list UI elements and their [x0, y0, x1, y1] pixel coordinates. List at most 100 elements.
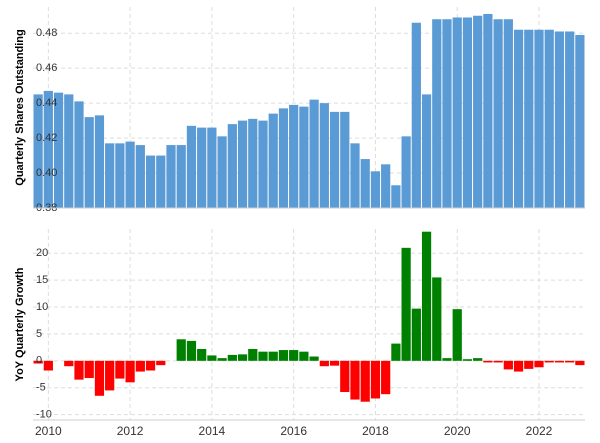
bar: [227, 124, 237, 208]
bar: [452, 309, 462, 361]
bar: [33, 360, 43, 364]
bar: [84, 360, 94, 379]
x-tick-label: 2010: [35, 424, 62, 438]
bar: [176, 339, 186, 361]
x-tick-label: 2014: [199, 424, 226, 438]
bar: [350, 360, 360, 400]
bar: [53, 92, 64, 208]
bar: [401, 247, 411, 361]
bar: [268, 351, 278, 361]
bar: [534, 29, 544, 208]
bar: [411, 22, 421, 208]
bar: [319, 103, 329, 208]
bar: [391, 185, 401, 208]
y-tick-label: 20: [36, 247, 48, 259]
bar: [462, 17, 473, 209]
bar: [207, 355, 217, 361]
bar: [156, 155, 166, 208]
x-tick-label: 2020: [444, 424, 471, 438]
bar: [452, 17, 462, 209]
bar: [145, 155, 156, 208]
bar: [115, 143, 125, 208]
bar: [186, 125, 197, 208]
bar: [503, 19, 513, 208]
y-axis-title: YoY Quarterly Growth: [14, 267, 26, 381]
bar: [370, 360, 381, 399]
bar: [309, 99, 319, 208]
bar: [329, 111, 340, 208]
y-tick-label: 15: [36, 274, 48, 286]
bar: [105, 143, 115, 208]
bar: [381, 360, 391, 395]
bar: [544, 360, 554, 363]
bar: [74, 101, 84, 208]
bar: [575, 34, 585, 209]
y-tick-label: 0.46: [36, 62, 57, 74]
bar: [524, 360, 534, 369]
bar: [145, 360, 156, 371]
bar: [278, 108, 289, 208]
bar: [197, 127, 207, 208]
bar: [33, 94, 43, 208]
bar: [197, 348, 207, 361]
bar: [299, 351, 309, 361]
y-tick-label: 0.40: [36, 167, 57, 179]
bar: [513, 360, 524, 372]
bar: [166, 145, 176, 208]
x-tick-label: 2012: [117, 424, 144, 438]
bar: [289, 104, 299, 208]
bar: [554, 360, 565, 363]
bar: [483, 360, 493, 363]
x-tick-label: 2022: [526, 424, 553, 438]
bar: [442, 358, 452, 361]
bar: [176, 145, 186, 208]
bar: [360, 159, 370, 208]
x-tick-label: 2018: [362, 424, 389, 438]
bar: [565, 360, 575, 363]
bar: [84, 117, 94, 208]
bar: [370, 171, 381, 208]
y-tick-label: 0.48: [36, 27, 57, 39]
y-tick-label: -10: [36, 409, 52, 421]
bar: [432, 19, 442, 208]
bar: [64, 94, 74, 208]
bar: [391, 343, 401, 361]
bar: [340, 111, 350, 208]
bar: [115, 360, 125, 379]
bar: [248, 118, 258, 208]
bar: [217, 358, 227, 361]
bar: [554, 31, 565, 209]
bar: [401, 136, 411, 208]
bar: [329, 360, 340, 366]
bar: [432, 277, 442, 361]
bar: [94, 360, 105, 396]
bar: [473, 358, 483, 361]
bar: [381, 164, 391, 208]
bar: [289, 350, 299, 361]
y-tick-label: 10: [36, 301, 48, 313]
bar: [227, 354, 237, 361]
bar: [64, 360, 74, 367]
bar: [268, 113, 278, 208]
bar: [105, 360, 115, 391]
bar: [135, 145, 145, 208]
x-tick-label: 2016: [280, 424, 307, 438]
bar: [156, 360, 166, 366]
bar: [544, 29, 554, 208]
bar: [421, 231, 432, 361]
bar: [575, 360, 585, 366]
bar: [309, 356, 319, 361]
y-tick-label: 0: [36, 355, 42, 367]
y-axis-title: Quarterly Shares Outstanding: [14, 29, 26, 185]
bar: [534, 360, 544, 368]
bar: [421, 94, 432, 208]
bar: [299, 106, 309, 208]
bar: [278, 350, 289, 361]
bar: [217, 136, 227, 208]
bar: [258, 351, 268, 361]
bar: [125, 360, 135, 383]
bar: [411, 308, 421, 361]
bar: [248, 348, 258, 361]
bar: [94, 115, 105, 208]
